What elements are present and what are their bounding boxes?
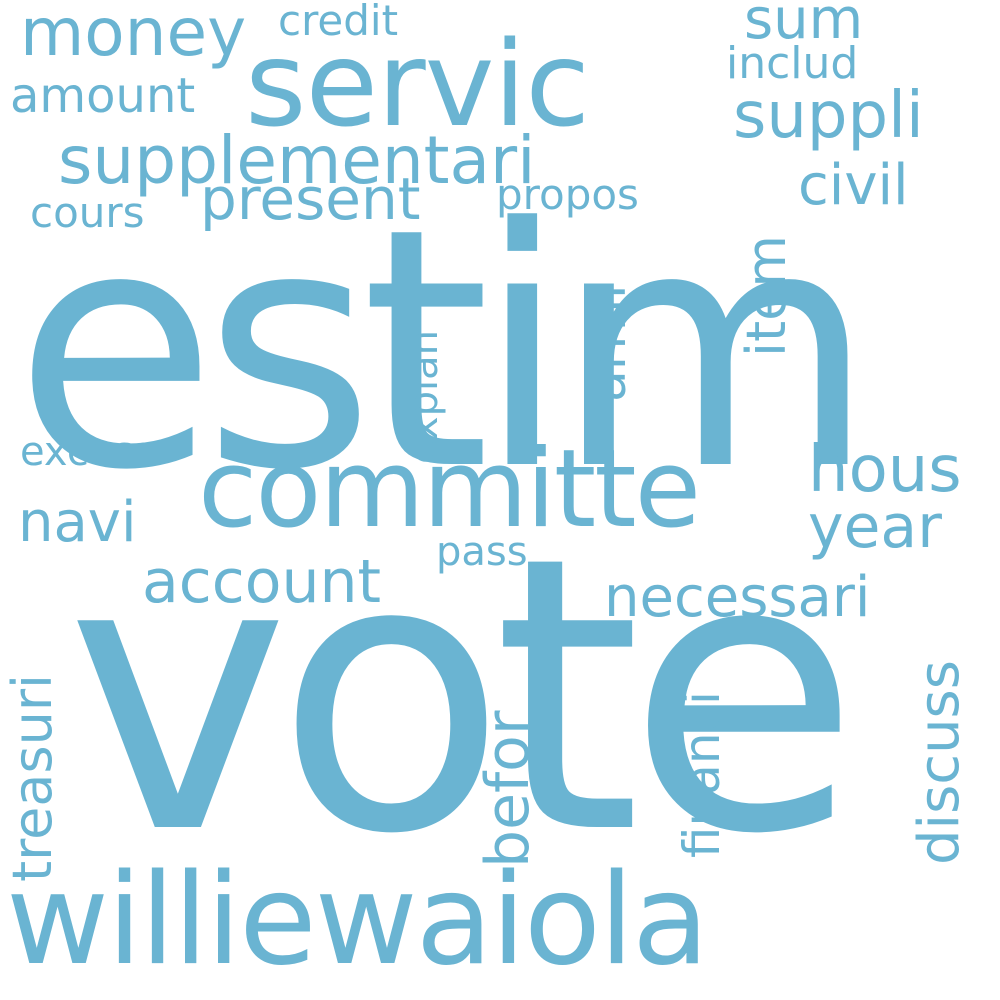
word-hous: hous — [808, 433, 962, 507]
word-pass: pass — [436, 529, 528, 575]
word-item: item — [735, 234, 798, 357]
word-explan: explan — [401, 330, 447, 464]
word-suppli: suppli — [733, 79, 924, 153]
word-financi: financi — [673, 691, 731, 858]
word-supplementari: supplementari — [58, 122, 536, 199]
word-amount: amount — [10, 68, 196, 124]
word-williewaiola: williewaiola — [6, 846, 709, 993]
word-account: account — [142, 547, 382, 617]
word-vote: vote — [66, 477, 860, 917]
word-propos: propos — [496, 170, 639, 219]
word-excess: excess — [20, 429, 156, 475]
word-credit: credit — [278, 0, 399, 45]
word-estim: estim — [14, 158, 875, 542]
word-cours: cours — [30, 188, 145, 237]
word-money: money — [20, 0, 247, 71]
word-treasuri: treasuri — [1, 673, 64, 882]
word-befor: befor — [473, 710, 543, 869]
word-armi: armi — [578, 284, 638, 402]
word-includ: includ — [726, 38, 859, 89]
word-committe: committe — [198, 427, 701, 552]
word-civil: civil — [798, 153, 909, 218]
word-sum: sum — [744, 0, 864, 52]
word-necessari: necessari — [604, 565, 871, 630]
word-year: year — [808, 492, 942, 562]
word-discuss: discuss — [907, 660, 972, 865]
word-navi: navi — [18, 490, 137, 555]
word-servic: servic — [245, 15, 590, 153]
word-present: present — [200, 165, 421, 233]
